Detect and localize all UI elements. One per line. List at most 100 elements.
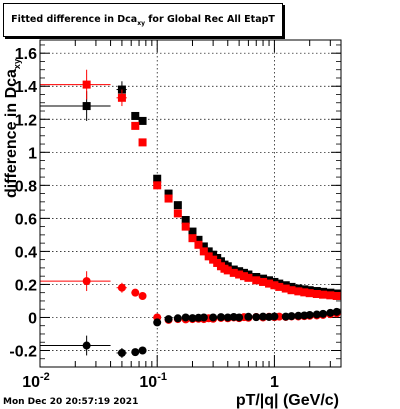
data-point-circle xyxy=(305,310,314,319)
data-point-square xyxy=(281,284,290,293)
data-point-square xyxy=(204,252,213,261)
y-tick-label: 0.4 xyxy=(15,244,37,261)
data-point-circle xyxy=(117,283,126,292)
data-point-square xyxy=(173,201,182,210)
data-point-square xyxy=(223,266,232,275)
y-axis-title-main: difference in Dca xyxy=(3,69,20,198)
data-point-square xyxy=(204,247,213,256)
data-point-square xyxy=(194,235,203,244)
data-point-square xyxy=(131,111,140,120)
data-point-circle xyxy=(117,348,126,357)
data-point-square xyxy=(305,289,314,298)
data-point-square xyxy=(294,287,303,296)
data-point-circle xyxy=(270,312,279,321)
x-tick-label: 10-2 xyxy=(22,371,50,391)
data-point-circle xyxy=(235,313,244,322)
y-tick-label: 0.8 xyxy=(15,178,37,195)
y-tick-label: 1.4 xyxy=(15,79,37,96)
data-point-square xyxy=(173,209,182,218)
data-point-circle xyxy=(181,313,190,322)
data-point-circle xyxy=(209,313,218,322)
data-point-circle xyxy=(319,309,328,318)
data-point-circle xyxy=(312,310,321,319)
data-point-circle xyxy=(199,313,208,322)
data-point-square xyxy=(259,277,268,286)
data-point-square xyxy=(326,291,335,300)
title-box: Fitted difference in Dcaxy for Global Re… xyxy=(3,3,283,37)
x-tick-label: 1 xyxy=(270,374,279,391)
y-tick-label: 0.6 xyxy=(15,211,37,228)
data-point-circle xyxy=(173,314,182,323)
data-point-circle xyxy=(281,312,290,321)
y-tick-label: 0.2 xyxy=(15,277,37,294)
data-point-square xyxy=(181,222,190,231)
data-point-circle xyxy=(138,346,147,355)
data-point-square xyxy=(319,290,328,299)
title-subscript: xy xyxy=(137,19,145,27)
data-point-square xyxy=(164,189,173,198)
data-point-circle xyxy=(287,312,296,321)
data-point-square xyxy=(153,174,162,183)
data-point-square xyxy=(244,273,253,282)
data-point-square xyxy=(138,138,147,147)
data-point-circle xyxy=(82,277,91,286)
data-point-square xyxy=(138,116,147,125)
title-prefix: Fitted difference in Dca xyxy=(11,13,138,25)
x-tick-label: 10-1 xyxy=(139,371,167,391)
data-point-square xyxy=(194,240,203,249)
data-point-square xyxy=(229,268,238,277)
timestamp: Mon Dec 20 20:57:19 2021 xyxy=(3,397,138,407)
data-point-square xyxy=(82,102,91,111)
data-point-square xyxy=(153,181,162,190)
data-point-square xyxy=(287,286,296,295)
y-axis-title: difference in Dcaxy xyxy=(3,59,22,198)
data-point-circle xyxy=(188,314,197,323)
data-point-square xyxy=(209,255,218,264)
series-2 xyxy=(40,69,341,300)
data-point-square xyxy=(235,270,244,279)
data-point-square xyxy=(199,242,208,251)
series-1 xyxy=(40,81,341,298)
data-point-square xyxy=(312,290,321,299)
data-point-circle xyxy=(252,313,261,322)
data-point-circle xyxy=(153,318,162,327)
y-tick-label: 1.6 xyxy=(15,46,37,63)
data-point-square xyxy=(82,80,91,89)
series-4 xyxy=(40,307,341,358)
data-point-square xyxy=(300,288,309,297)
data-point-square xyxy=(252,276,261,285)
data-point-square xyxy=(209,250,218,259)
data-point-square xyxy=(270,281,279,290)
data-point-circle xyxy=(223,313,232,322)
tick-labels: -0.2 0 0.2 0.4 0.6 0.8 1 1.2 1.4 1.6 10-2 10-1 1 xyxy=(9,46,279,391)
data-point-circle xyxy=(138,291,147,300)
data-point-circle xyxy=(82,341,91,350)
data-point-circle xyxy=(332,307,341,316)
title-suffix: for Global Rec All EtapT xyxy=(144,13,275,25)
data-point-circle xyxy=(294,311,303,320)
data-point-circle xyxy=(244,312,253,321)
data-point-square xyxy=(239,272,248,281)
plot-frame xyxy=(39,39,342,368)
data-point-circle xyxy=(131,348,140,357)
data-point-square xyxy=(332,291,341,300)
data-point-square xyxy=(117,93,126,102)
data-point-square xyxy=(275,282,284,291)
x-axis-title: pT/|q| (GeV/c) xyxy=(236,392,339,409)
y-axis-title-subscript: xy xyxy=(12,59,22,69)
data-point-circle xyxy=(216,313,225,322)
y-tick-label: 0 xyxy=(28,310,37,327)
y-tick-label: 1.2 xyxy=(15,112,37,129)
data-point-square xyxy=(188,234,197,243)
data-point-circle xyxy=(326,308,335,317)
y-tick-label: 1 xyxy=(28,145,37,162)
data-point-square xyxy=(131,121,140,130)
y-tick-label: -0.2 xyxy=(9,343,37,360)
chart-title: Fitted difference in Dcaxy for Global Re… xyxy=(11,14,275,27)
data-point-square xyxy=(164,194,173,203)
data-markers xyxy=(40,69,341,358)
data-point-square xyxy=(181,216,190,225)
data-point-square xyxy=(199,247,208,256)
data-point-square xyxy=(188,227,197,236)
